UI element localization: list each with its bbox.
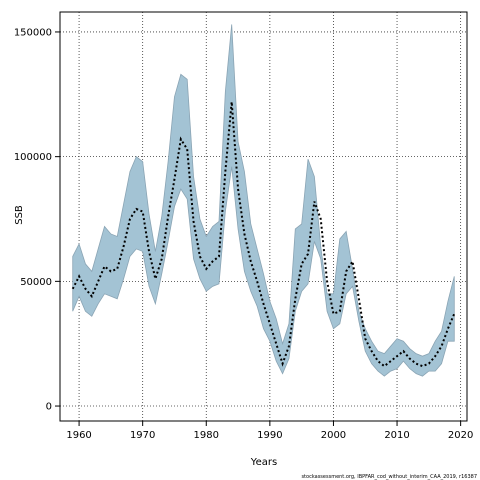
x-axis: 1960 1970 1980 1990 2000 2010 2020 [66,421,473,441]
x-axis-label: Years [250,457,277,468]
y-tick-label: 100000 [14,152,52,163]
credit-text: stockassessment.org, IBPFAR_cod_without_… [301,474,477,480]
y-tick-label: 50000 [20,277,52,288]
x-tick-label: 1980 [194,430,219,441]
y-tick-label: 0 [46,402,52,413]
y-axis: 0 50000 100000 150000 [14,27,60,413]
x-tick-label: 1960 [66,430,91,441]
x-tick-label: 1970 [130,430,155,441]
ssb-line [71,101,456,368]
confidence-band [72,24,455,377]
x-tick-label: 2020 [448,430,473,441]
plot-frame [59,11,468,422]
x-tick-label: 2010 [384,430,409,441]
y-tick-label: 150000 [14,27,52,38]
x-tick-label: 1990 [257,430,282,441]
y-axis-label: SSB [14,205,25,225]
x-tick-label: 2000 [321,430,346,441]
